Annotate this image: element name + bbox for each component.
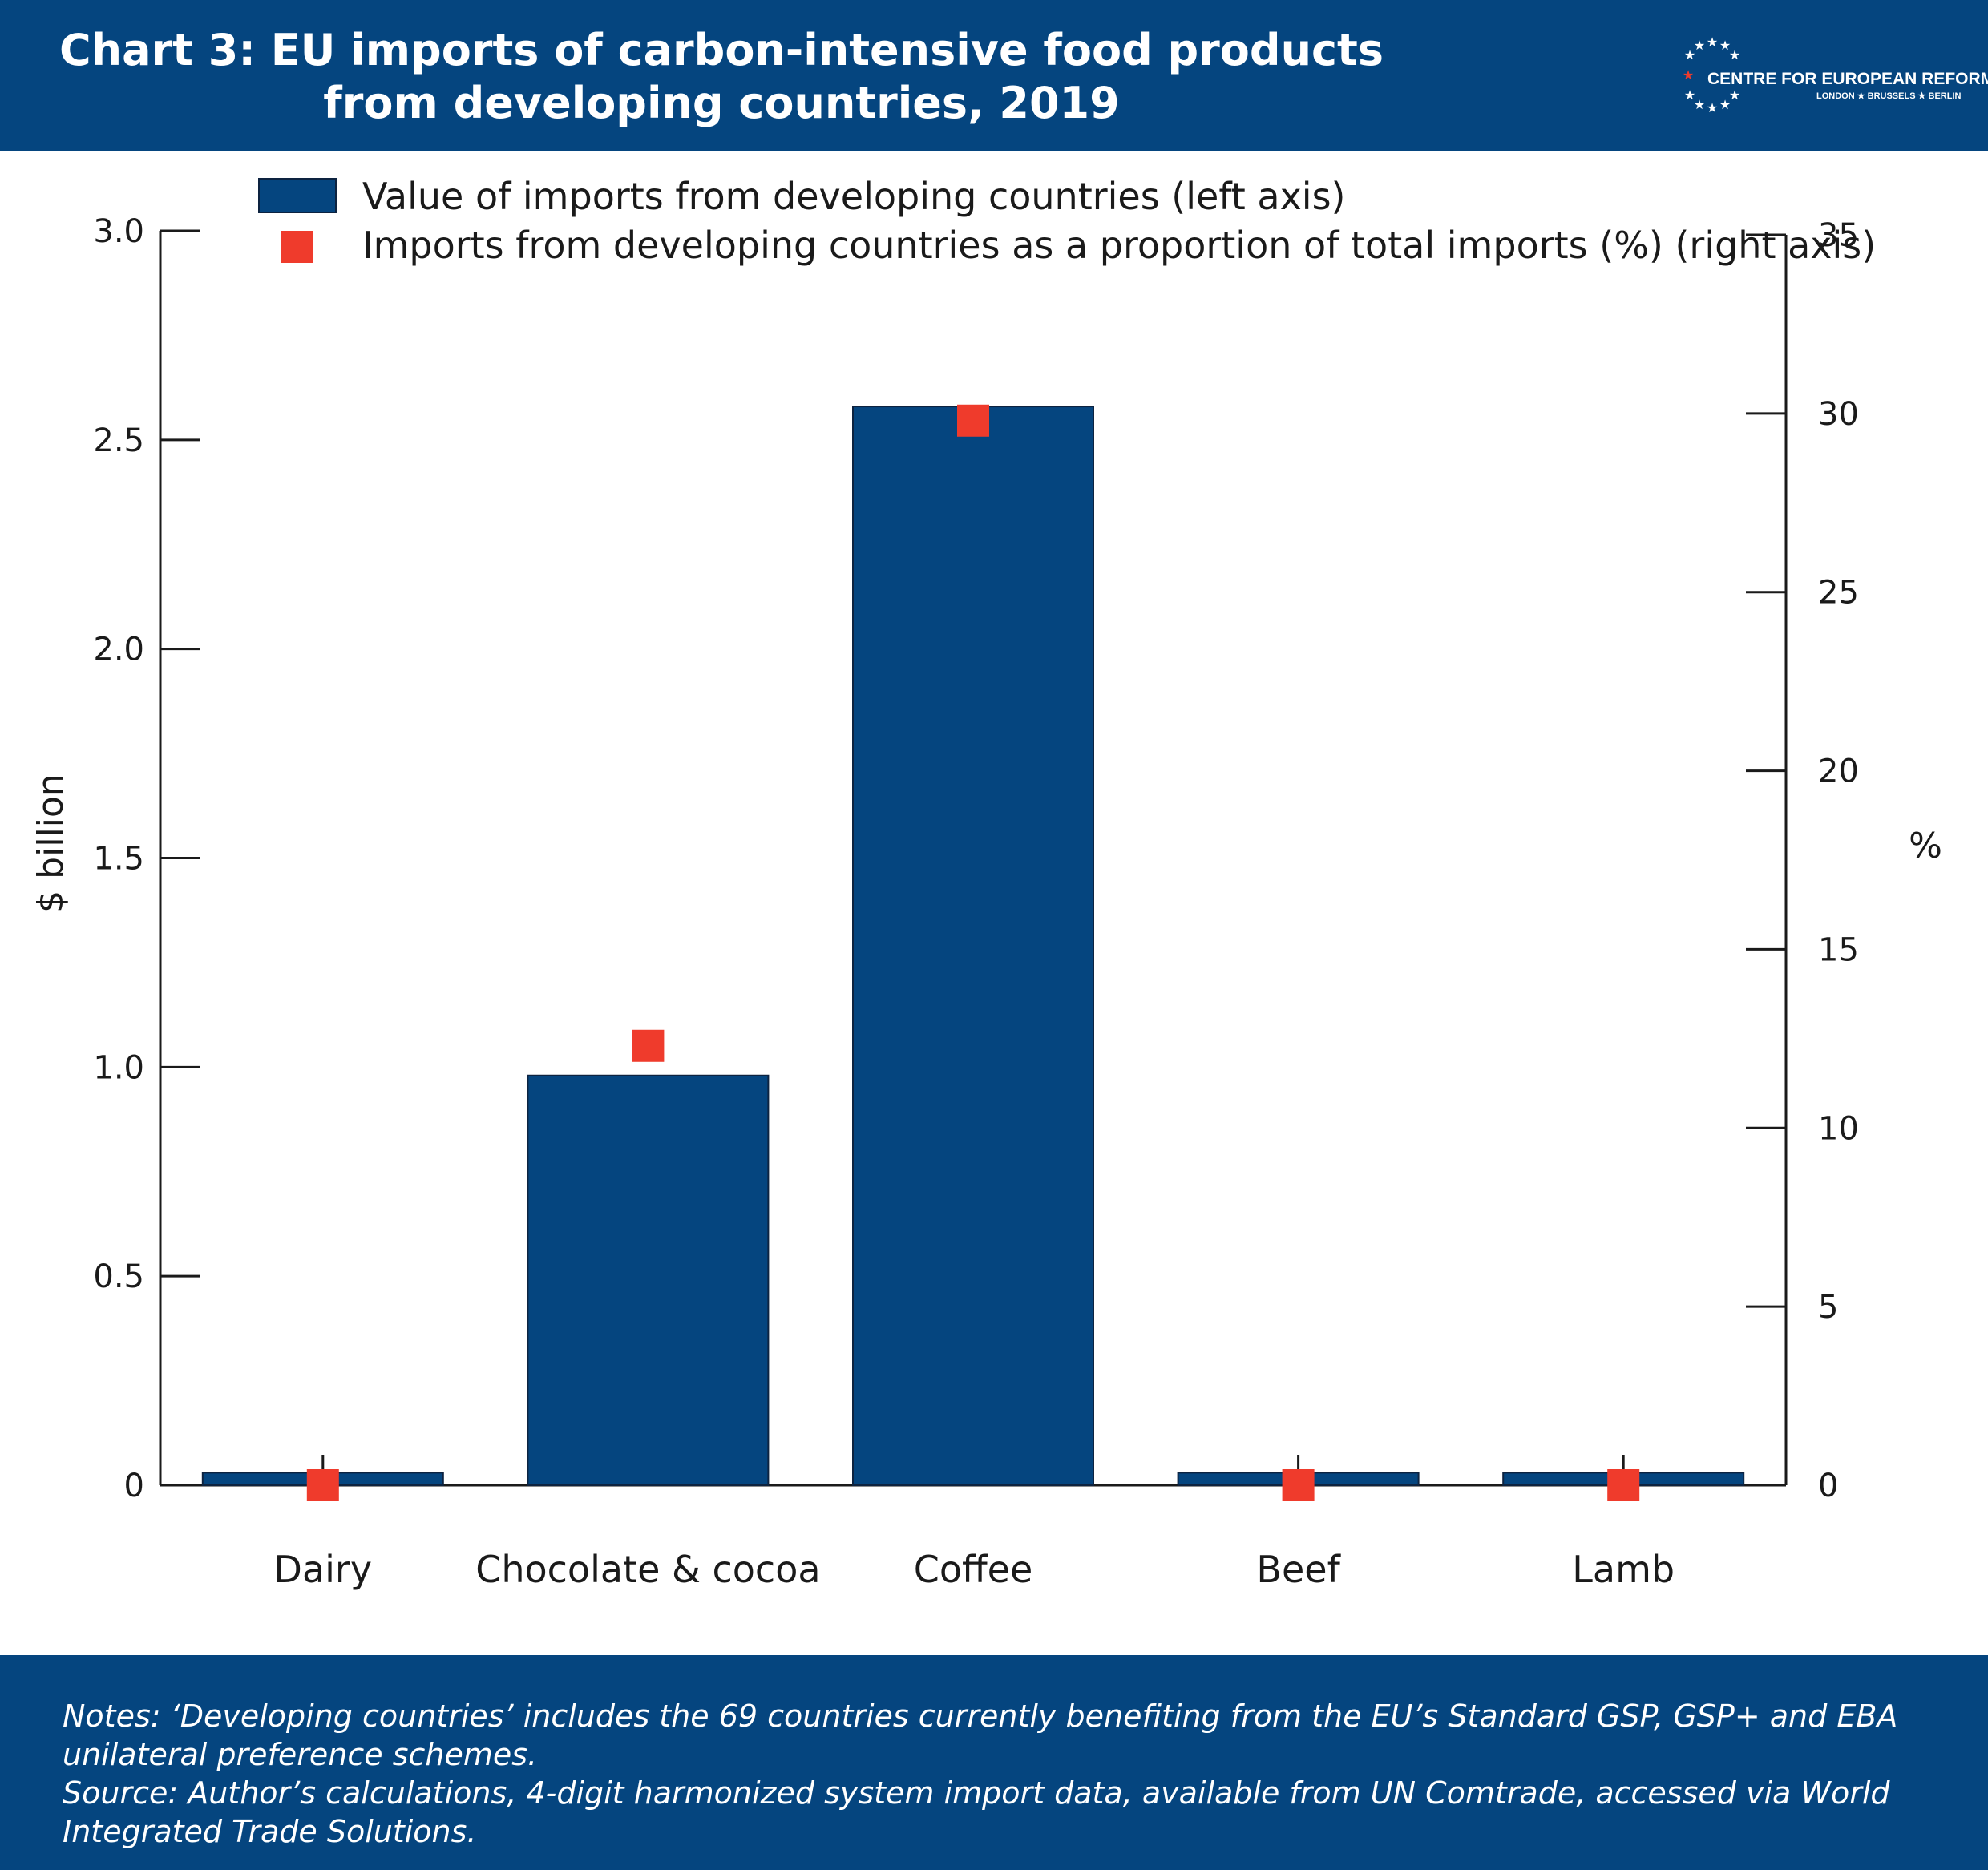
left-tick-label: 1.0 — [93, 1049, 144, 1086]
category-label: Dairy — [274, 1548, 373, 1591]
svg-text:★: ★ — [1729, 87, 1740, 103]
svg-text:★: ★ — [1694, 97, 1705, 112]
right-tick-label: 20 — [1818, 753, 1859, 790]
chart-source: Source: Author’s calculations, 4-digit h… — [63, 1775, 1890, 1849]
proportion-marker — [632, 1029, 665, 1062]
svg-text:★: ★ — [1729, 47, 1740, 63]
proportion-marker — [1607, 1469, 1640, 1501]
chart-title: Chart 3: EU imports of carbon-intensive … — [0, 24, 1443, 130]
bar — [527, 1074, 770, 1487]
legend-marker-label: Imports from developing countries as a p… — [362, 224, 1876, 267]
bar — [852, 406, 1094, 1487]
category-label: Chocolate & cocoa — [475, 1548, 820, 1591]
chart-title-line-2: from developing countries, 2019 — [323, 78, 1120, 128]
svg-text:★: ★ — [1707, 100, 1718, 115]
cer-logo: ★ ★ ★ ★ ★ ★ ★ ★ ★ ★ ★ CENTRE FOR EUROPEAN REFO… — [1683, 32, 1988, 120]
legend-marker-swatch — [281, 231, 313, 263]
left-axis-title: $ billion — [30, 773, 71, 913]
right-tick-label: 35 — [1818, 217, 1859, 254]
chart-footer: Notes: ‘Developing countries’ includes t… — [0, 1655, 1988, 1870]
legend-bar-swatch — [258, 178, 337, 213]
left-tick-label: 0.5 — [93, 1258, 144, 1295]
svg-text:★: ★ — [1683, 67, 1694, 83]
chart-notes: Notes: ‘Developing countries’ includes t… — [63, 1698, 1898, 1772]
chart-title-line-1: Chart 3: EU imports of carbon-intensive … — [59, 25, 1384, 75]
left-tick-label: 3.0 — [93, 213, 144, 250]
proportion-marker — [306, 1469, 339, 1501]
proportion-marker — [1282, 1469, 1315, 1501]
svg-text:★: ★ — [1694, 38, 1705, 53]
chart-plot-area: Value of imports from developing countri… — [30, 175, 1942, 1591]
category-label: Lamb — [1572, 1548, 1675, 1591]
right-tick-label: 10 — [1818, 1110, 1859, 1147]
right-tick-label: 30 — [1818, 396, 1859, 433]
left-tick-label: 1.5 — [93, 841, 144, 878]
category-labels: Dairy Chocolate & cocoa Coffee Beef Lamb — [274, 1548, 1675, 1591]
left-tick-label: 2.5 — [93, 422, 144, 459]
chart-legend: Value of imports from developing countri… — [258, 175, 1876, 267]
svg-text:★: ★ — [1719, 38, 1731, 53]
logo-cities: LONDON ★ BRUSSELS ★ BERLIN — [1816, 91, 1962, 101]
right-tick-label: 25 — [1818, 575, 1859, 612]
svg-text:★: ★ — [1684, 47, 1695, 63]
category-label: Coffee — [914, 1548, 1033, 1591]
left-tick-label: 2.0 — [93, 632, 144, 668]
eu-stars-icon: ★ ★★ ★★ ★★ ★ ★★ ★ — [1683, 34, 1740, 115]
svg-text:★: ★ — [1707, 34, 1718, 50]
right-tick-label: 15 — [1818, 931, 1859, 968]
bar-series — [201, 406, 1745, 1487]
right-tick-label: 5 — [1818, 1289, 1838, 1326]
svg-text:★: ★ — [1684, 87, 1695, 103]
left-tick-label: 0 — [124, 1468, 144, 1504]
right-axis-title: % — [1909, 826, 1942, 866]
legend-bar-label: Value of imports from developing countri… — [362, 175, 1345, 218]
chart-header: Chart 3: EU imports of carbon-intensive … — [0, 0, 1988, 151]
logo-name: CENTRE FOR EUROPEAN REFORM — [1707, 70, 1988, 88]
marker-series — [306, 404, 1640, 1501]
category-label: Beef — [1256, 1548, 1341, 1591]
proportion-marker — [957, 404, 989, 437]
svg-text:★: ★ — [1719, 97, 1731, 112]
right-tick-label: 0 — [1818, 1468, 1838, 1504]
